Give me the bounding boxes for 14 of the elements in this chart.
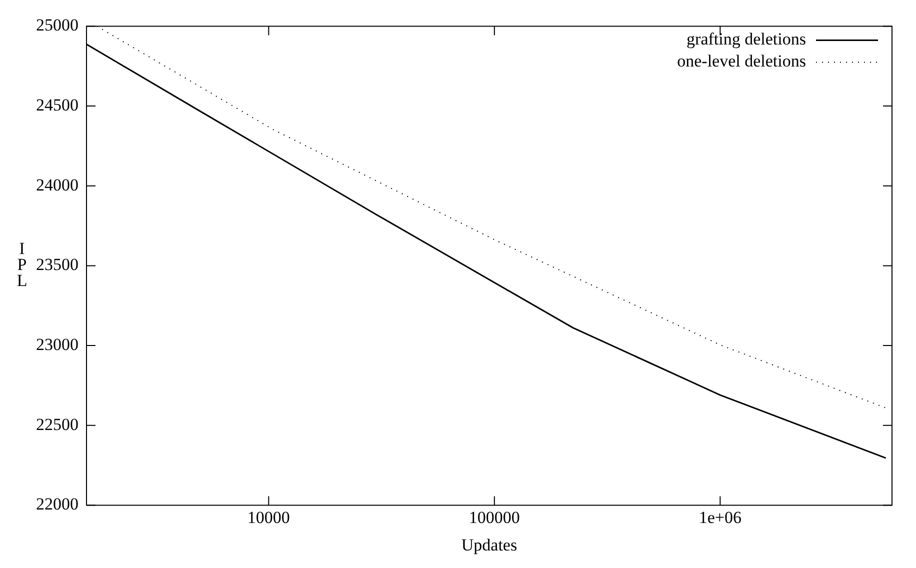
x-tick-label: 10000 <box>247 508 290 527</box>
x-axis-title: Updates <box>461 535 518 554</box>
y-tick-label: 24500 <box>36 96 78 114</box>
x-tick-label: 1e+06 <box>698 508 742 527</box>
y-tick-label: 24000 <box>36 175 78 194</box>
y-tick-label: 22000 <box>36 494 78 514</box>
y-tick-label: 23000 <box>36 335 78 354</box>
y-tick-label: 25000 <box>36 16 78 35</box>
y-axis-title: IPL <box>16 239 28 290</box>
x-tick-label: 100000 <box>468 508 520 527</box>
legend-label: one-level deletions <box>677 52 806 71</box>
legend-label: grafting deletions <box>686 30 806 49</box>
y-tick-label: 22500 <box>36 414 78 434</box>
y-tick-label: 23500 <box>36 255 78 274</box>
